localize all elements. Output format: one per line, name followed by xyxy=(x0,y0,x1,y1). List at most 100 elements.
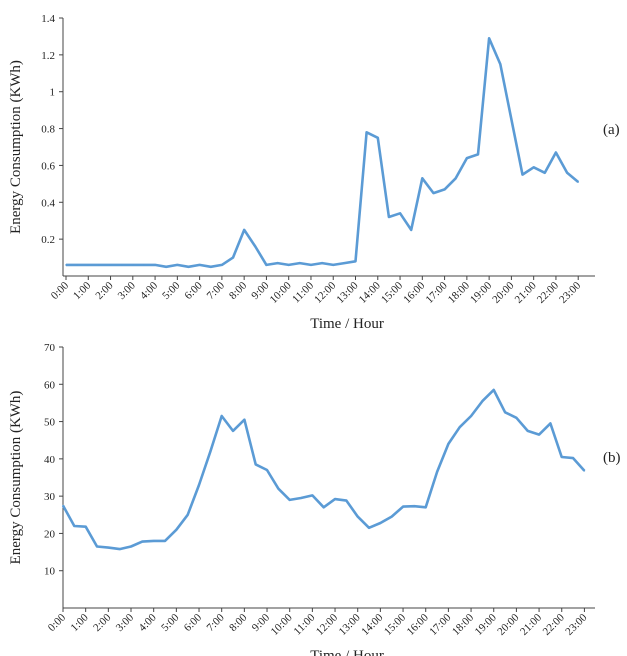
data-point xyxy=(198,484,200,486)
data-point xyxy=(186,514,189,516)
data-point xyxy=(332,264,335,266)
data-point xyxy=(232,256,234,259)
data-point xyxy=(220,415,223,417)
x-tick-label: 17:00 xyxy=(424,279,451,306)
data-point xyxy=(266,469,268,471)
data-point xyxy=(379,522,382,524)
x-tick-label: 0:00 xyxy=(49,279,72,302)
data-point xyxy=(143,264,145,266)
panel-label: (a) xyxy=(603,122,620,138)
data-point xyxy=(492,389,495,391)
data-point xyxy=(424,506,427,509)
x-tick-label: 5:00 xyxy=(160,279,183,302)
x-tick-label: 2:00 xyxy=(93,279,116,302)
data-point xyxy=(300,497,302,499)
data-point xyxy=(243,418,246,421)
data-point xyxy=(165,266,167,268)
x-tick-label: 18:00 xyxy=(446,279,473,306)
data-point xyxy=(209,450,212,453)
y-tick-label: 0.4 xyxy=(41,197,55,209)
data-point xyxy=(572,457,574,459)
data-point xyxy=(549,422,552,425)
data-point xyxy=(310,264,312,266)
data-point xyxy=(277,487,280,490)
data-point xyxy=(443,188,446,191)
data-point xyxy=(488,37,490,40)
data-point xyxy=(334,498,336,500)
x-axis-title: Time / Hour xyxy=(310,316,384,332)
data-point xyxy=(577,181,579,183)
x-tick-label: 0:00 xyxy=(46,611,69,634)
x-tick-label: 4:00 xyxy=(138,279,161,302)
data-point xyxy=(175,528,178,531)
data-point xyxy=(96,545,98,548)
x-tick-label: 11:00 xyxy=(292,611,318,637)
data-point xyxy=(413,505,416,508)
chart-a: 0.2 0.4 0.6 0.8 1 1.2 1.4 0:00 1:00 2:00 3:00 4:00 5… xyxy=(8,13,620,332)
data-point xyxy=(87,264,90,266)
x-tick-label: 12:00 xyxy=(312,279,339,306)
series-line xyxy=(66,36,580,269)
data-point xyxy=(399,212,401,215)
x-tick-label: 16:00 xyxy=(405,611,432,638)
panel-label: (b) xyxy=(603,450,621,466)
data-point xyxy=(356,515,359,518)
data-point xyxy=(521,173,524,176)
x-tick-label: 4:00 xyxy=(136,611,159,634)
data-point xyxy=(354,260,357,263)
data-point xyxy=(187,266,190,268)
x-tick-label: 22:00 xyxy=(535,279,562,306)
data-point xyxy=(390,515,393,518)
x-tick-label: 19:00 xyxy=(473,611,500,638)
x-axis-title: Time / Hour xyxy=(310,648,384,656)
data-point xyxy=(499,63,502,65)
data-point xyxy=(107,546,110,549)
data-point xyxy=(477,153,479,156)
data-point xyxy=(410,229,413,231)
data-point xyxy=(436,471,438,473)
y-axis-title: Energy Consumption (KWh) xyxy=(8,60,24,234)
x-tick-label: 23:00 xyxy=(563,611,590,638)
y-tick-label: 20 xyxy=(44,528,56,540)
data-point xyxy=(243,229,245,231)
data-point xyxy=(454,177,457,180)
x-tick-label: 14:00 xyxy=(359,611,386,638)
x-tick-label: 6:00 xyxy=(182,611,205,634)
x-tick-label: 13:00 xyxy=(334,279,361,306)
data-point xyxy=(538,433,540,436)
x-tick-label: 20:00 xyxy=(490,279,517,306)
chart-b: 10 20 30 40 50 60 70 0:00 1:00 2:00 3:00 4:00 5:00 6:… xyxy=(8,342,621,656)
data-point xyxy=(232,430,234,432)
data-point xyxy=(343,262,346,264)
y-tick-label: 0.8 xyxy=(41,124,55,136)
data-point xyxy=(287,264,290,266)
data-point xyxy=(288,499,291,501)
x-tick-label: 3:00 xyxy=(116,279,139,302)
data-point xyxy=(254,245,257,248)
data-point xyxy=(276,262,279,264)
x-tick-label: 7:00 xyxy=(205,279,228,302)
x-tick-label: 21:00 xyxy=(518,611,545,638)
x-tick-label: 11:00 xyxy=(290,279,316,305)
data-point xyxy=(555,151,557,154)
x-tick-label: 8:00 xyxy=(227,611,250,634)
y-tick-label: 1 xyxy=(50,87,56,99)
data-point xyxy=(76,264,78,266)
data-point xyxy=(368,527,370,529)
x-tick-label: 21:00 xyxy=(513,279,540,306)
y-tick-label: 1.2 xyxy=(41,50,55,62)
data-point xyxy=(62,504,64,507)
y-tick-label: 30 xyxy=(44,491,56,503)
data-point xyxy=(311,494,314,497)
x-tick-label: 5:00 xyxy=(159,611,182,634)
x-tick-label: 20:00 xyxy=(495,611,522,638)
data-point xyxy=(73,525,76,527)
data-point xyxy=(164,540,166,542)
data-point xyxy=(365,131,368,134)
x-tick-label: 8:00 xyxy=(227,279,250,302)
x-tick-label: 6:00 xyxy=(182,279,205,302)
data-point xyxy=(377,137,379,139)
data-point xyxy=(265,264,268,266)
data-point xyxy=(130,545,132,548)
x-tick-label: 1:00 xyxy=(68,611,91,634)
